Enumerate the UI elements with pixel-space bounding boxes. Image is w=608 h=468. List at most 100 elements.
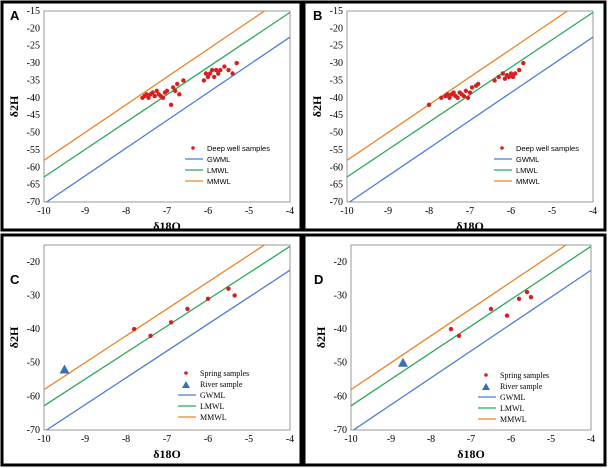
sample-point <box>469 85 475 90</box>
sample-point <box>465 95 471 101</box>
legend-dot-marker <box>191 146 195 150</box>
sample-point <box>209 67 215 73</box>
sample-point <box>502 76 508 81</box>
sample-point <box>517 67 522 73</box>
plot-area <box>43 244 291 431</box>
legend-entry-label: MMWL <box>207 177 231 186</box>
y-tick-label: -45 <box>27 110 40 121</box>
panel-letter: C <box>10 272 20 287</box>
legend-triangle-marker <box>182 381 190 388</box>
legend: Deep well samples GWML LMWL MMWL <box>494 144 579 186</box>
sample-point <box>461 93 467 99</box>
lmwl-line <box>44 245 290 407</box>
legend-entry-label: Spring samples <box>200 369 249 378</box>
x-tick-label: -8 <box>122 206 130 217</box>
x-tick-label: -5 <box>245 206 253 217</box>
x-axis-title: δ18O <box>153 447 181 461</box>
sample-point <box>211 74 217 80</box>
panel-d: -70 -60 -50 -40 -30 -20 -10 -9 -8 -7 -6 -5 -4 δ18O δ2H… <box>302 233 607 467</box>
y-tick-label: -40 <box>27 93 40 104</box>
sample-point <box>226 286 231 291</box>
sample-point <box>185 306 190 312</box>
y-tick-label: -65 <box>27 180 40 191</box>
plot-area <box>346 10 594 203</box>
sample-point <box>232 293 237 298</box>
legend-entry-label: Deep well samples <box>516 144 579 153</box>
y-tick-label: -20 <box>334 257 347 268</box>
x-tick-label: -4 <box>286 206 294 217</box>
sample-point <box>510 74 516 80</box>
legend-entry-label: Deep well samples <box>207 144 270 153</box>
x-tick-label: -9 <box>81 206 89 217</box>
y-tick-label: -30 <box>27 290 40 301</box>
panel-letter: D <box>314 272 323 287</box>
y-tick-label: -50 <box>27 128 40 139</box>
river-sample-point <box>59 364 70 374</box>
mmwl-line <box>347 11 569 161</box>
x-axis-title: δ18O <box>457 447 485 461</box>
sample-point <box>476 81 481 87</box>
water-lines <box>351 245 591 430</box>
x-tick-label: -8 <box>425 206 433 217</box>
sample-point <box>467 90 473 95</box>
y-tick-label: -30 <box>27 58 40 69</box>
x-tick-label: -9 <box>384 206 392 217</box>
x-tick-label: -8 <box>122 434 130 445</box>
legend-entry-label: River sample <box>500 382 543 391</box>
sample-point <box>201 78 207 83</box>
x-tick-label: -10 <box>37 206 50 217</box>
sample-point <box>426 102 432 107</box>
panel-letter: B <box>313 8 322 23</box>
y-tick-label: -15 <box>27 6 40 17</box>
legend-entry-label: Spring samples <box>500 371 549 380</box>
legend-dot-marker <box>484 373 488 377</box>
y-tick-label: -60 <box>330 162 343 173</box>
y-tick-label: -20 <box>27 257 40 268</box>
legend-entry-label: MMWL <box>516 177 540 186</box>
sample-point <box>222 64 227 69</box>
x-tick-label: -10 <box>340 206 353 217</box>
mmwl-line <box>44 245 266 391</box>
sample-point <box>521 60 526 66</box>
panel-b: -70 -65 -60 -55 -50 -45 -40 -35 -30 -25 -20 -15 -10 -… <box>302 0 607 233</box>
panel-a: -70 -65 -60 -55 -50 -45 -40 -35 -30 -25 -20 -15 -10 -… <box>0 0 303 233</box>
sample-point <box>456 333 462 339</box>
legend-entry-label: LMWL <box>500 404 525 413</box>
y-tick-label: -70 <box>27 425 40 436</box>
legend-entry-label: GWML <box>207 155 230 164</box>
x-axis-title: δ18O <box>456 219 484 233</box>
sample-point <box>150 90 155 95</box>
water-lines <box>44 11 290 202</box>
sample-point <box>524 289 530 295</box>
y-tick-label: -70 <box>334 425 347 436</box>
sample-point <box>447 95 452 101</box>
gwml-line <box>45 269 290 430</box>
legend: Spring samples River sample GWML LMWL MMWL <box>178 369 249 422</box>
sample-point <box>488 306 494 312</box>
y-tick-label: -20 <box>27 23 40 34</box>
sample-point <box>516 296 522 302</box>
sample-point <box>504 313 510 318</box>
y-tick-label: -20 <box>330 23 343 34</box>
y-tick-label: -35 <box>330 75 343 86</box>
x-tick-label: -5 <box>245 434 253 445</box>
legend-entry-label: GWML <box>516 155 539 164</box>
x-tick-label: -5 <box>547 434 555 445</box>
x-tick-label: -6 <box>507 206 515 217</box>
sample-point <box>512 71 518 76</box>
legend-entry-label: LMWL <box>200 402 225 411</box>
x-tick-label: -9 <box>81 434 89 445</box>
y-tick-label: -25 <box>330 41 343 52</box>
sample-point <box>508 71 514 76</box>
legend-entry-label: MMWL <box>500 415 527 424</box>
lmwl-line <box>44 11 290 178</box>
sample-point <box>205 296 211 302</box>
y-tick-label: -50 <box>27 358 40 369</box>
sample-point <box>230 71 235 76</box>
sample-point <box>170 85 176 90</box>
water-lines <box>44 245 290 430</box>
y-tick-label: -40 <box>27 324 40 335</box>
y-tick-label: -70 <box>330 197 343 208</box>
sample-point <box>214 67 219 73</box>
lmwl-line <box>351 245 591 407</box>
